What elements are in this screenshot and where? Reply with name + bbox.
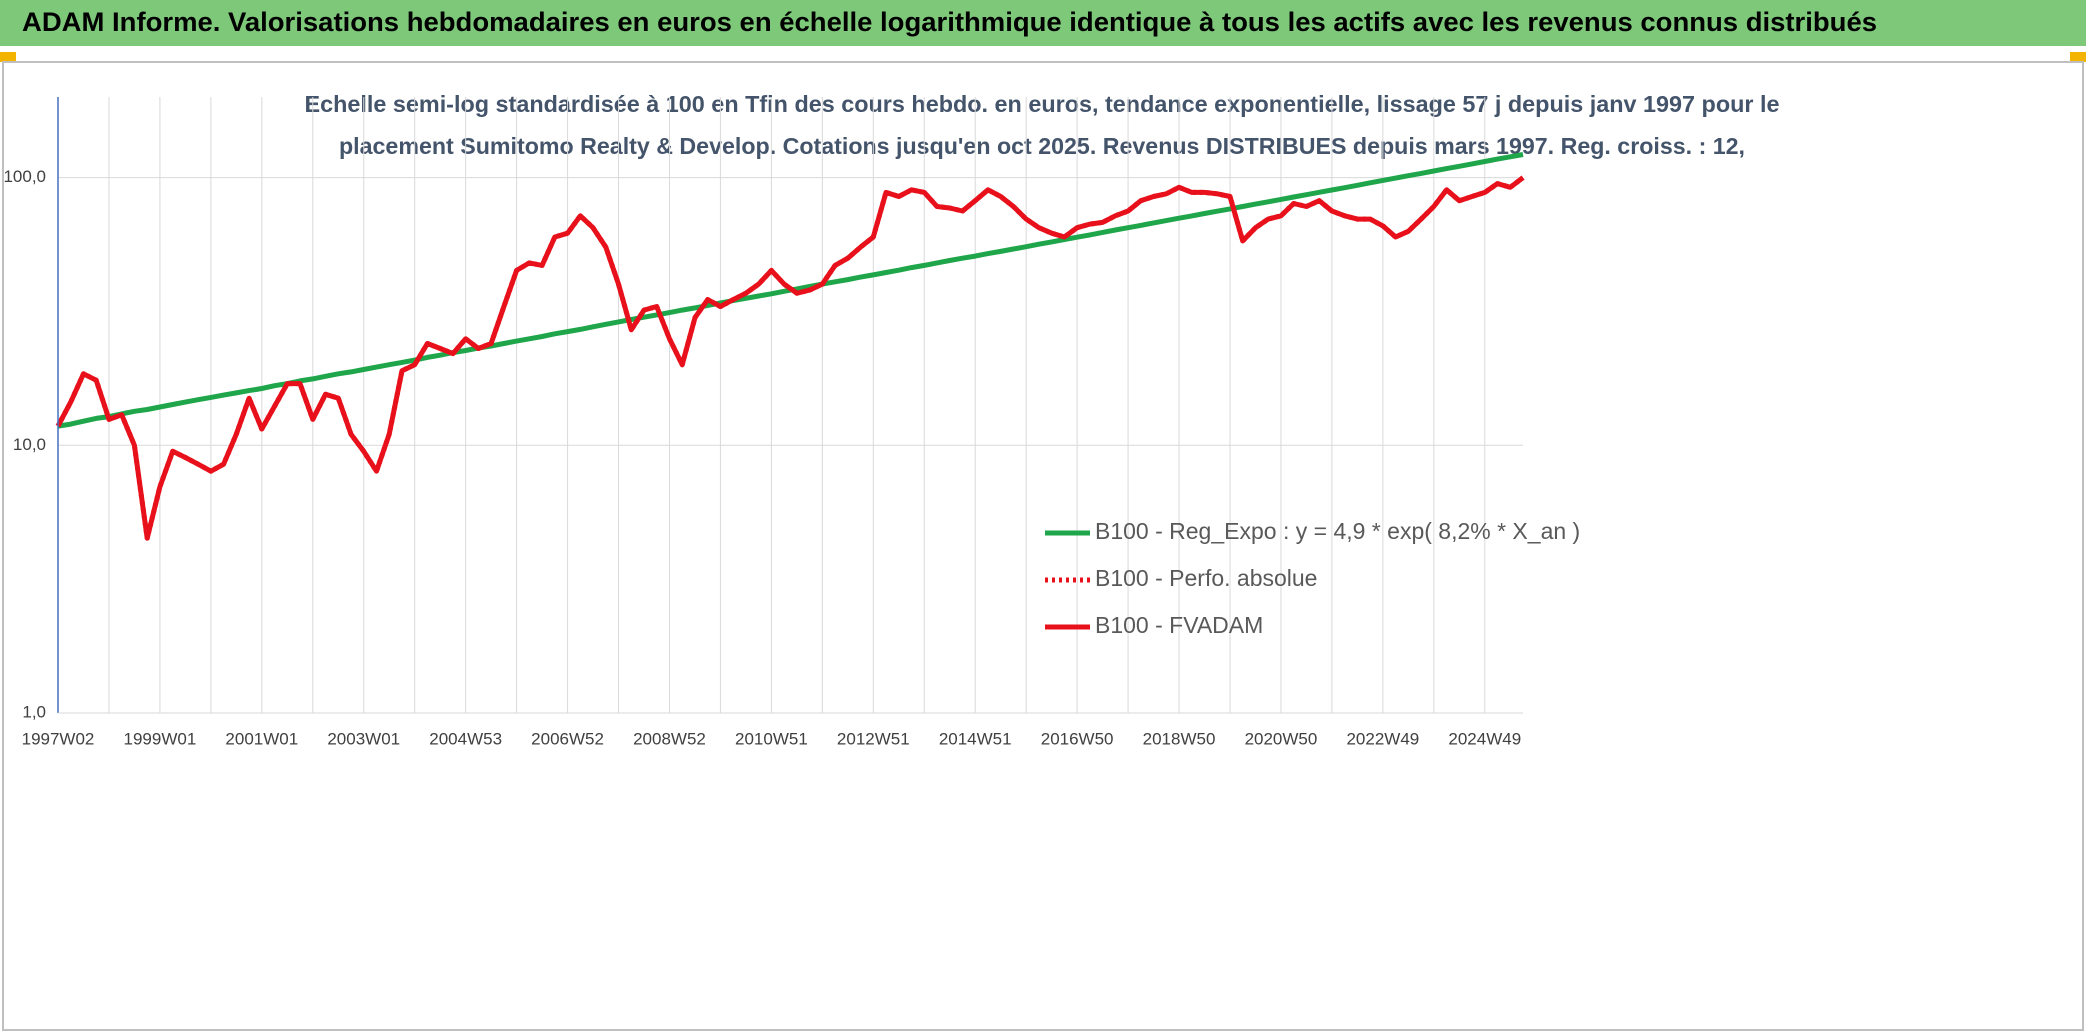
- legend-label: B100 - FVADAM: [1095, 612, 1263, 638]
- y-tick-label: 10,0: [13, 435, 46, 454]
- x-tick-label: 1999W01: [124, 729, 197, 748]
- x-tick-label: 2014W51: [939, 729, 1012, 748]
- x-tick-label: 2001W01: [225, 729, 298, 748]
- x-tick-label: 2008W52: [633, 729, 706, 748]
- grid: [58, 97, 1523, 714]
- chart-title: ADAM Informe. Valorisations hebdomadaire…: [22, 7, 1877, 37]
- legend-label: B100 - Reg_Expo : y = 4,9 * exp( 8,2% * …: [1095, 518, 1580, 544]
- x-tick-label: 1997W02: [22, 729, 95, 748]
- x-tick-label: 2006W52: [531, 729, 604, 748]
- x-tick-label: 2024W49: [1448, 729, 1521, 748]
- subtitle: Echelle semi-log standardisée à 100 en T…: [305, 91, 1780, 117]
- legend: B100 - Reg_Expo : y = 4,9 * exp( 8,2% * …: [1045, 518, 1580, 638]
- frame: [2, 61, 2084, 1031]
- legend-label: B100 - Perfo. absolue: [1095, 565, 1317, 591]
- x-tick-label: 2018W50: [1143, 729, 1216, 748]
- corner: [2070, 52, 2086, 62]
- x-tick-label: 2010W51: [735, 729, 808, 748]
- x-tick-label: 2022W49: [1346, 729, 1419, 748]
- axes: 1,0 10,0 100,0 1997W02 1999W01 2001W01 2003W01…: [3, 97, 1523, 748]
- y-tick-label: 1,0: [22, 702, 46, 721]
- x-tick-label: 2012W51: [837, 729, 910, 748]
- subtitle: placement Sumitomo Realty & Develop. Cot…: [339, 133, 1745, 159]
- series-line: [55, 175, 1525, 541]
- x-tick-label: 2003W01: [327, 729, 400, 748]
- x-tick-label: 2020W50: [1245, 729, 1318, 748]
- header-bar: [0, 0, 2086, 46]
- x-tick-label: 2004W53: [429, 729, 502, 748]
- x-tick-label: 2016W50: [1041, 729, 1114, 748]
- plot: [55, 152, 1525, 541]
- corner: [0, 52, 16, 62]
- y-tick-label: 100,0: [3, 167, 46, 186]
